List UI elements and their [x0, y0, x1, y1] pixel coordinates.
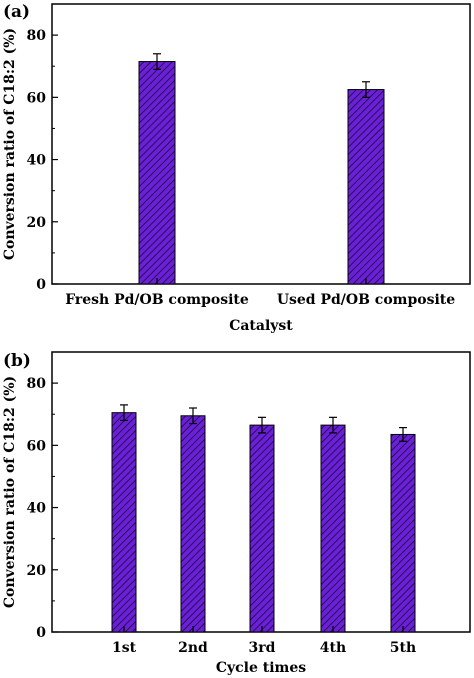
x-tick-label-a-0: Fresh Pd/OB composite — [65, 292, 249, 308]
bar-b-2 — [249, 424, 275, 633]
panel-a: (a) 0 20 40 60 80 Fresh Pd/OB composite Used … — [2, 2, 471, 334]
y-ticks-a: 0 20 40 60 80 — [27, 28, 58, 293]
bars-b — [111, 404, 416, 633]
y-ticks-b: 0 20 40 60 80 — [27, 376, 58, 641]
y-tick-label-a-4: 80 — [27, 28, 47, 44]
bar-b-0 — [111, 412, 137, 633]
bar-b-1 — [180, 415, 206, 633]
y-tick-label-b-0: 0 — [36, 625, 46, 641]
y-axis-title-b: Conversion ratio of C18:2 (%) — [2, 376, 18, 608]
x-tick-label-b-0: 1st — [112, 640, 137, 656]
panel-a-label: (a) — [3, 2, 30, 22]
panel-b: (b) 0 20 40 60 80 1st 2nd 3rd 4th 5th Cycle time… — [2, 351, 471, 676]
bar-b-3 — [320, 424, 346, 633]
plot-frame-a — [51, 3, 471, 285]
y-tick-label-b-3: 60 — [27, 438, 47, 454]
bar-a-1 — [347, 89, 385, 285]
x-tick-label-b-4: 5th — [390, 640, 416, 656]
x-tick-label-b-3: 4th — [320, 640, 346, 656]
y-tick-label-a-3: 60 — [27, 90, 47, 106]
x-axis-title-b: Cycle times — [216, 660, 306, 676]
y-tick-label-b-1: 20 — [27, 563, 47, 579]
bar-b-4 — [390, 433, 416, 633]
panel-b-label: (b) — [3, 351, 31, 371]
y-tick-label-a-1: 20 — [27, 215, 47, 231]
x-tick-label-b-2: 3rd — [249, 640, 276, 656]
x-tick-label-a-1: Used Pd/OB composite — [277, 292, 455, 308]
y-axis-title-a: Conversion ratio of C18:2 (%) — [2, 28, 18, 260]
bars-a — [138, 53, 385, 285]
y-tick-label-a-0: 0 — [36, 277, 46, 293]
y-tick-label-b-4: 80 — [27, 376, 47, 392]
x-ticks-a: Fresh Pd/OB composite Used Pd/OB composit… — [65, 278, 455, 308]
bar-a-0 — [138, 61, 176, 285]
y-tick-label-a-2: 40 — [27, 153, 47, 169]
y-tick-label-b-2: 40 — [27, 501, 47, 517]
x-tick-label-b-1: 2nd — [178, 640, 208, 656]
x-axis-title-a: Catalyst — [229, 318, 293, 334]
x-ticks-b: 1st 2nd 3rd 4th 5th — [112, 626, 416, 656]
